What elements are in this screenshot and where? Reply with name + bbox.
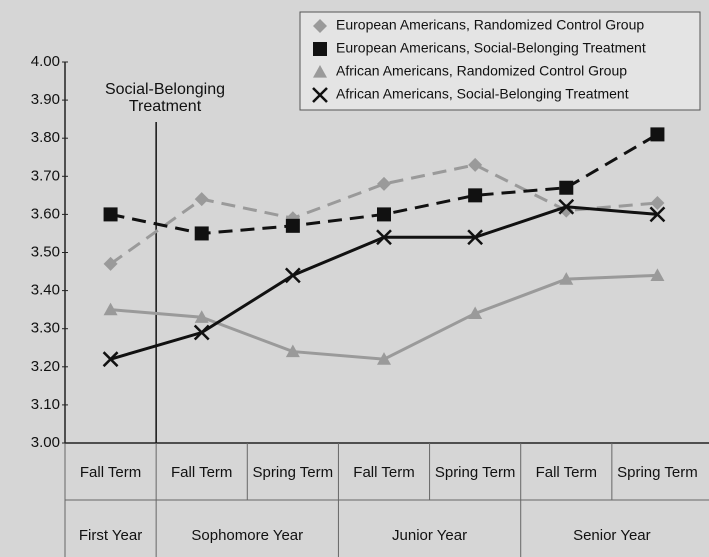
marker bbox=[285, 344, 300, 358]
x-tick-label: Spring Term bbox=[253, 464, 334, 481]
y-tick-label: 3.90 bbox=[31, 91, 60, 108]
legend-label: European Americans, Social-Belonging Tre… bbox=[336, 40, 646, 56]
marker bbox=[313, 19, 327, 33]
legend-label: European Americans, Randomized Control G… bbox=[336, 17, 644, 33]
y-tick-label: 4.00 bbox=[31, 53, 60, 70]
marker bbox=[467, 229, 484, 246]
x-tick-label: Fall Term bbox=[536, 464, 597, 481]
marker bbox=[194, 310, 209, 323]
marker bbox=[284, 267, 301, 284]
y-tick-label: 3.80 bbox=[31, 129, 60, 146]
marker bbox=[559, 272, 574, 285]
marker bbox=[312, 87, 328, 103]
x-tick-label: Spring Term bbox=[617, 464, 698, 481]
y-tick-label: 3.30 bbox=[31, 320, 60, 337]
marker bbox=[468, 188, 483, 203]
marker bbox=[650, 195, 665, 210]
annotation: Social-Belonging bbox=[105, 81, 225, 98]
marker bbox=[313, 65, 327, 78]
marker bbox=[194, 226, 209, 241]
y-tick-label: 3.70 bbox=[31, 167, 60, 184]
x-tick-label: Fall Term bbox=[80, 464, 141, 481]
marker bbox=[377, 352, 391, 365]
y-tick-label: 3.40 bbox=[31, 282, 60, 299]
marker bbox=[559, 180, 574, 195]
marker bbox=[377, 176, 391, 191]
marker bbox=[193, 324, 210, 341]
marker bbox=[102, 351, 119, 368]
legend-label: African Americans, Randomized Control Gr… bbox=[336, 63, 627, 79]
y-tick-label: 3.00 bbox=[31, 434, 60, 451]
marker bbox=[468, 306, 483, 320]
marker bbox=[650, 268, 665, 281]
marker bbox=[650, 127, 665, 142]
y-tick-label: 3.10 bbox=[31, 396, 60, 413]
marker bbox=[468, 157, 483, 172]
x-tick-label: Fall Term bbox=[171, 464, 232, 481]
group-label: Senior Year bbox=[573, 527, 651, 544]
marker bbox=[558, 198, 575, 215]
group-label: Sophomore Year bbox=[191, 527, 303, 544]
series-line bbox=[110, 273, 658, 361]
y-tick-label: 3.50 bbox=[31, 243, 60, 260]
marker bbox=[649, 206, 666, 223]
marker bbox=[194, 192, 209, 207]
x-tick-label: Spring Term bbox=[435, 464, 516, 481]
group-label: Junior Year bbox=[392, 527, 467, 544]
marker bbox=[313, 42, 327, 56]
group-label: First Year bbox=[79, 527, 142, 544]
annotation: Treatment bbox=[129, 98, 202, 115]
marker bbox=[376, 229, 392, 246]
marker bbox=[103, 256, 118, 271]
marker bbox=[103, 302, 118, 316]
y-tick-label: 3.20 bbox=[31, 358, 60, 375]
marker bbox=[377, 207, 391, 222]
legend-label: African Americans, Social-Belonging Trea… bbox=[336, 86, 629, 102]
y-tick-label: 3.60 bbox=[31, 205, 60, 222]
marker bbox=[285, 218, 300, 233]
legend-box bbox=[299, 11, 701, 111]
series-line bbox=[110, 205, 658, 361]
marker bbox=[103, 207, 118, 222]
x-tick-label: Fall Term bbox=[353, 464, 414, 481]
